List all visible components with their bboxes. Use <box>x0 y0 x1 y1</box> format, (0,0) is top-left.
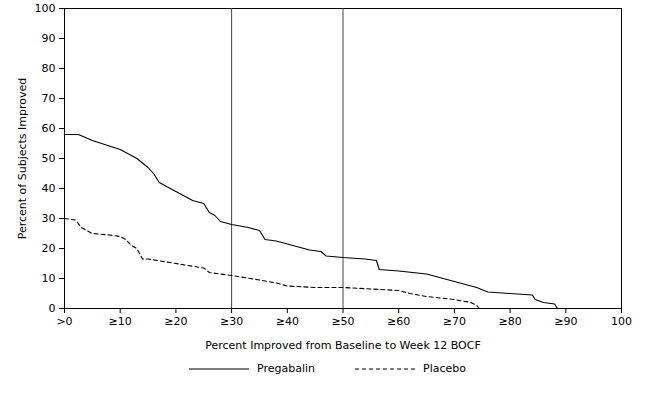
svg-text:30: 30 <box>42 212 56 225</box>
svg-text:90: 90 <box>42 32 56 45</box>
svg-text:≥20: ≥20 <box>164 315 187 328</box>
svg-text:≥90: ≥90 <box>554 315 577 328</box>
svg-text:Percent Improved from Baseline: Percent Improved from Baseline to Week 1… <box>205 339 481 352</box>
svg-text:≥10: ≥10 <box>109 315 132 328</box>
svg-text:60: 60 <box>42 122 56 135</box>
svg-text:≥50: ≥50 <box>331 315 354 328</box>
html-text:Pregabalin: Pregabalin <box>257 362 315 375</box>
svg-text:50: 50 <box>42 152 56 165</box>
svg-text:≥30: ≥30 <box>220 315 243 328</box>
svg-text:100: 100 <box>35 2 56 15</box>
svg-text:Percent of Subjects Improved: Percent of Subjects Improved <box>16 78 29 240</box>
svg-text:≥40: ≥40 <box>276 315 299 328</box>
svg-text:≥70: ≥70 <box>443 315 466 328</box>
svg-text:10: 10 <box>42 272 56 285</box>
svg-text:≥80: ≥80 <box>498 315 521 328</box>
svg-text:70: 70 <box>42 92 56 105</box>
svg-text:0: 0 <box>49 302 56 315</box>
svg-text:40: 40 <box>42 182 56 195</box>
svg-text:100: 100 <box>611 315 632 328</box>
svg-text:80: 80 <box>42 62 56 75</box>
html-text:Placebo: Placebo <box>423 362 466 375</box>
svg-text:≥60: ≥60 <box>387 315 410 328</box>
svg-text:20: 20 <box>42 242 56 255</box>
svg-text:>0: >0 <box>56 315 72 328</box>
